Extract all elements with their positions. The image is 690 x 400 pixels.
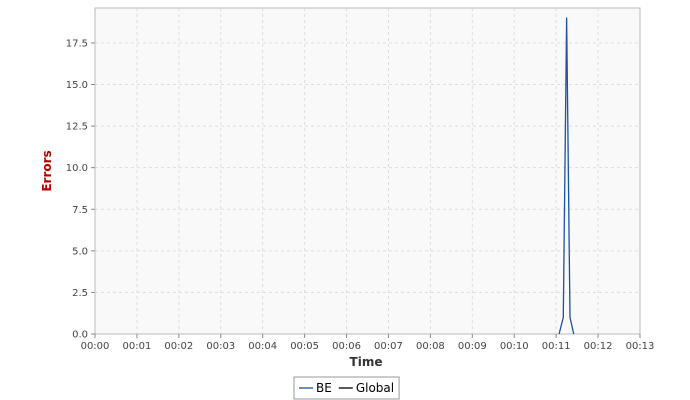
y-axis: 0.0 2.5 5.0 7.5 10.0 12.5 15.0 17.5 xyxy=(66,38,95,341)
y-tick-label: 17.5 xyxy=(66,38,88,49)
x-tick-label: 00:07 xyxy=(374,341,403,352)
legend: BE Global xyxy=(293,376,400,400)
legend-label-be: BE xyxy=(316,381,332,395)
x-tick-label: 00:03 xyxy=(206,341,235,352)
y-tick-label: 10.0 xyxy=(66,163,88,174)
y-axis-title: Errors xyxy=(40,150,54,191)
x-tick-label: 00:13 xyxy=(626,341,655,352)
x-tick-label: 00:00 xyxy=(81,341,110,352)
x-axis-title: Time xyxy=(350,355,383,369)
grid xyxy=(95,8,640,334)
legend-label-global: Global xyxy=(356,381,394,395)
y-tick-label: 5.0 xyxy=(72,246,88,257)
y-tick-label: 15.0 xyxy=(66,80,88,91)
x-tick-label: 00:05 xyxy=(290,341,319,352)
series-line-be xyxy=(558,17,575,335)
y-tick-label: 0.0 xyxy=(72,330,88,341)
plot-area xyxy=(94,7,641,335)
x-tick-label: 00:02 xyxy=(164,341,193,352)
x-tick-label: 00:06 xyxy=(332,341,361,352)
x-tick-label: 00:09 xyxy=(458,341,487,352)
x-tick-label: 00:10 xyxy=(500,341,529,352)
x-tick-label: 00:11 xyxy=(542,341,571,352)
y-tick-label: 12.5 xyxy=(66,122,88,133)
x-axis: 00:00 00:01 00:02 00:03 00:04 00:05 00:06 00:07… xyxy=(81,334,655,352)
x-tick-label: 00:01 xyxy=(123,341,152,352)
x-tick-label: 00:12 xyxy=(584,341,613,352)
y-tick-label: 2.5 xyxy=(72,288,88,299)
x-tick-label: 00:04 xyxy=(248,341,277,352)
series-lines xyxy=(558,17,575,335)
x-tick-label: 00:08 xyxy=(416,341,445,352)
y-tick-label: 7.5 xyxy=(72,205,88,216)
